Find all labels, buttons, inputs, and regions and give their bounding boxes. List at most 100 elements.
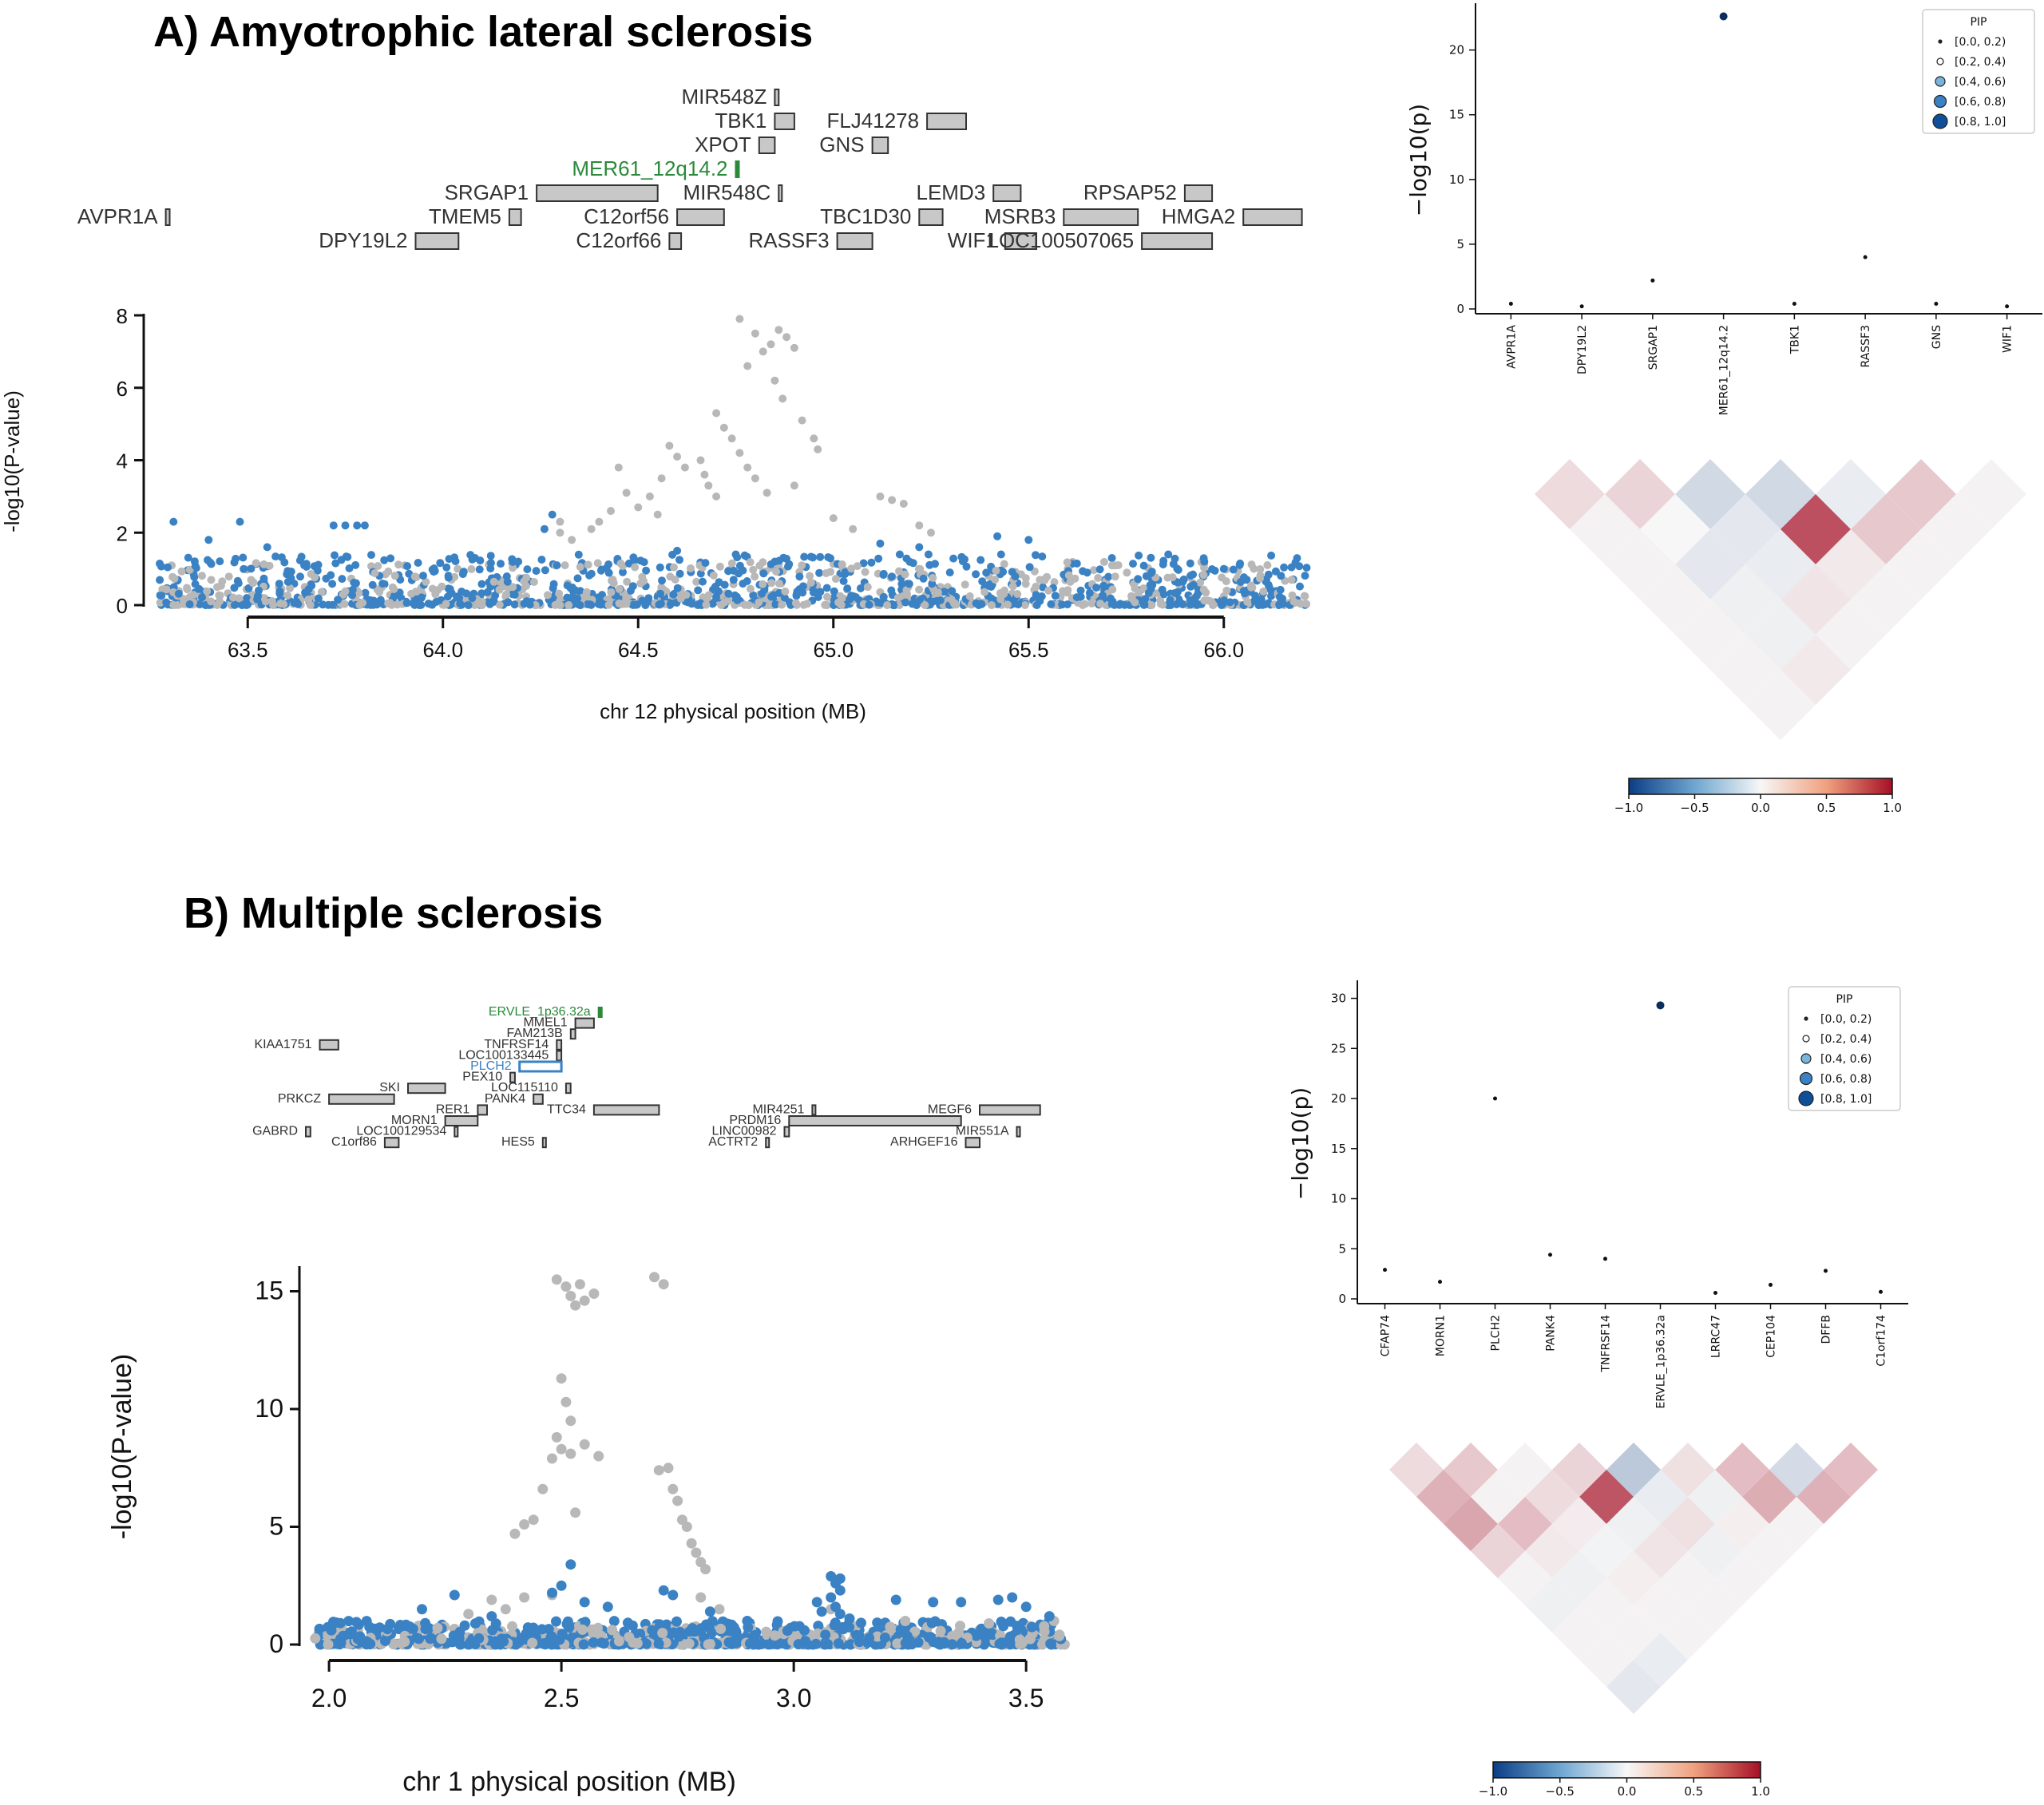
scatter-point — [1171, 588, 1179, 597]
pip-legend-marker — [1938, 39, 1943, 44]
scatter-point — [563, 581, 572, 590]
scatter-point — [739, 580, 747, 588]
scatter-point — [1024, 536, 1033, 544]
scatter-point — [649, 1272, 660, 1283]
scatter-point — [235, 594, 244, 603]
scatter-point — [834, 1585, 846, 1596]
gene-label: LINC00982 — [712, 1125, 777, 1138]
scatter-point — [735, 561, 744, 570]
x-tick-label: 3.0 — [776, 1684, 811, 1712]
gene-label: HMGA2 — [1162, 204, 1235, 228]
y-tick-label: 8 — [117, 304, 128, 328]
gene-label: FAM213B — [507, 1027, 563, 1040]
scatter-point — [790, 343, 798, 352]
gene-bar — [477, 1104, 489, 1116]
scatter-point — [656, 563, 664, 572]
scatter-point — [350, 578, 358, 587]
scatter-point — [749, 565, 758, 574]
scatter-point — [976, 600, 985, 608]
scatter-point — [1050, 578, 1059, 587]
scatter-point — [1168, 573, 1177, 582]
scatter-point — [497, 560, 505, 568]
scatter-point — [239, 553, 248, 562]
gene-bar — [564, 1083, 572, 1094]
scatter-point — [641, 601, 650, 609]
scatter-point — [791, 599, 800, 608]
scatter-point — [447, 589, 456, 597]
side-y-tick-label: 5 — [1338, 1241, 1346, 1256]
scatter-point — [1301, 572, 1309, 580]
scatter-point — [1159, 600, 1167, 609]
scatter-point — [984, 581, 992, 590]
scatter-point — [519, 1519, 530, 1530]
scatter-point — [676, 594, 685, 603]
gene-bar — [918, 208, 944, 226]
scatter-point — [752, 1638, 763, 1649]
side-point — [1508, 302, 1513, 307]
scatter-point — [402, 599, 411, 608]
scatter-point — [519, 1592, 530, 1603]
scatter-point — [724, 567, 733, 576]
gene-label: SKI — [379, 1081, 400, 1094]
scatter-point — [487, 1625, 498, 1636]
scatter-point — [554, 1634, 565, 1645]
scatter-point — [704, 1622, 715, 1633]
scatter-point — [269, 601, 278, 609]
scatter-point — [1178, 600, 1187, 608]
scatter-point — [778, 394, 787, 403]
scatter-point — [675, 556, 683, 564]
scatter-point — [735, 315, 744, 323]
scatter-point — [945, 568, 954, 577]
scatter-point — [604, 560, 613, 568]
scatter-point — [407, 1623, 418, 1634]
scatter-point — [1277, 600, 1285, 608]
scatter-point — [976, 1623, 987, 1634]
scatter-point — [164, 563, 172, 572]
scatter-point — [687, 600, 696, 608]
scatter-point — [346, 1626, 357, 1637]
scatter-point — [936, 596, 945, 605]
scatter-point — [529, 578, 538, 586]
scatter-point — [820, 1629, 831, 1641]
scatter-point — [929, 573, 937, 582]
scatter-point — [1235, 560, 1244, 569]
scatter-point — [961, 580, 969, 589]
scatter-point — [551, 1616, 561, 1627]
pip-legend-label: [0.4, 0.6) — [1955, 76, 2006, 89]
scatter-point — [419, 572, 427, 580]
scatter-point — [816, 552, 825, 561]
scatter-point — [924, 1632, 935, 1643]
scatter-point — [890, 1594, 901, 1605]
y-tick-label: 0 — [117, 594, 128, 618]
gene-bar — [454, 1126, 459, 1138]
scatter-point — [374, 562, 382, 570]
scatter-point — [806, 572, 814, 580]
scatter-point — [1301, 592, 1309, 600]
scatter-point — [326, 1625, 337, 1636]
scatter-point — [782, 554, 790, 563]
scatter-point — [915, 596, 924, 604]
scatter-point — [622, 600, 631, 608]
scatter-point — [386, 599, 394, 608]
scatter-point — [1302, 564, 1311, 572]
scatter-point — [449, 1589, 460, 1601]
scatter-point — [229, 593, 237, 602]
scatter-point — [935, 1625, 946, 1637]
scatter-point — [1159, 560, 1167, 568]
panel-b-gene-pvalue-plot: 0 5 10 15 20 25 30 CFAP74 MORN1 PLCH2 PANK4 TNFRSF1… — [1287, 980, 1908, 1408]
scatter-point — [331, 551, 339, 560]
scatter-point — [667, 1483, 679, 1494]
scatter-point — [585, 600, 594, 609]
scatter-point — [774, 326, 783, 334]
scatter-point — [573, 594, 582, 603]
scatter-point — [1054, 1630, 1065, 1641]
scatter-point — [459, 568, 468, 576]
scatter-point — [994, 1638, 1005, 1649]
side-point — [1603, 1257, 1607, 1261]
panel-a-manhattan-plot: 0 2 4 6 8 63.5 64.0 64.5 65.0 65.5 66.0 — [117, 304, 1311, 662]
scatter-point — [510, 590, 519, 599]
scatter-point — [574, 1279, 585, 1290]
scatter-point — [1096, 600, 1105, 608]
scatter-point — [615, 599, 624, 608]
scatter-point — [463, 1609, 474, 1620]
